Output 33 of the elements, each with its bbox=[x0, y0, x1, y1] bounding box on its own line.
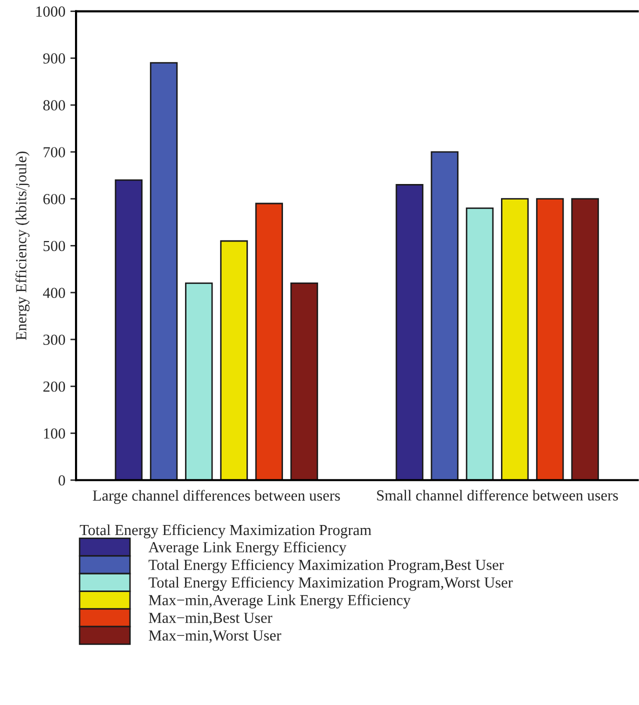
legend-label: Total Energy Efficiency Maximization Program,Worst User bbox=[148, 576, 513, 591]
bar bbox=[290, 282, 318, 480]
legend-label: Max−min,Worst User bbox=[148, 630, 282, 643]
legend-label: Total Energy Efficiency Maximization Program,Best User bbox=[148, 559, 504, 574]
legend-label: Average Link Energy Efficiency bbox=[148, 541, 346, 556]
bar bbox=[430, 151, 459, 480]
legend-label: Max−min,Best User bbox=[148, 612, 272, 626]
y-tick-label: 100 bbox=[44, 428, 66, 439]
y-tick-label: 400 bbox=[43, 288, 66, 298]
y-tick-label: 1000 bbox=[36, 6, 66, 17]
y-tick-label: 800 bbox=[43, 100, 66, 110]
bar bbox=[571, 198, 599, 480]
bar bbox=[396, 184, 424, 480]
bar bbox=[220, 240, 248, 480]
x-tick-label: Large channel differences between users bbox=[92, 490, 340, 504]
bar bbox=[466, 207, 494, 480]
y-tick-label: 500 bbox=[44, 240, 66, 252]
y-tick-label: 600 bbox=[43, 194, 66, 204]
y-axis-title: Energy Efficiency (kbits/joule) bbox=[15, 152, 30, 340]
bar bbox=[255, 202, 283, 480]
y-tick-label: 0 bbox=[58, 475, 66, 486]
x-tick-label: Small channel difference between users bbox=[377, 490, 618, 501]
bar bbox=[150, 62, 178, 480]
bar bbox=[185, 282, 213, 480]
y-tick-label: 200 bbox=[43, 381, 66, 392]
y-tick-label: 900 bbox=[43, 53, 66, 64]
y-tick-label: 700 bbox=[44, 147, 66, 158]
legend-label: Max−min,Average Link Energy Efficiency bbox=[148, 594, 411, 608]
bar bbox=[536, 198, 564, 480]
bar bbox=[500, 198, 529, 480]
legend-title: Total Energy Efficiency Maximization Program bbox=[80, 524, 372, 538]
bar bbox=[114, 179, 143, 480]
y-tick-label: 300 bbox=[43, 334, 66, 345]
